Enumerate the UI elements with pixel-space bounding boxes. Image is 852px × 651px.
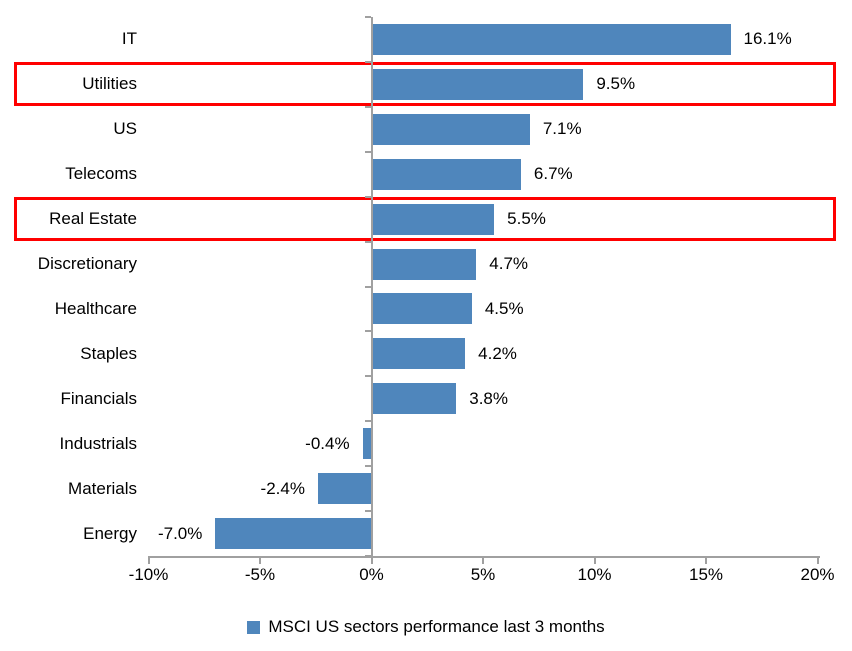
y-axis-tick — [364, 375, 371, 378]
bar-discretionary — [371, 248, 477, 280]
category-label-real-estate: Real Estate — [49, 209, 137, 229]
x-axis-tick — [259, 556, 261, 564]
x-axis-tick — [147, 556, 150, 564]
bar-materials — [317, 473, 372, 505]
y-axis-tick — [364, 195, 371, 198]
y-axis-tick — [364, 555, 371, 557]
category-label-telecoms: Telecoms — [65, 164, 137, 184]
x-axis-tick — [593, 556, 596, 564]
x-tick-label-15: 15% — [688, 565, 724, 584]
category-label-materials: Materials — [68, 478, 137, 498]
category-label-discretionary: Discretionary — [37, 254, 137, 274]
category-label-utilities: Utilities — [82, 74, 137, 94]
highlight-box-utilities — [14, 61, 836, 106]
bar-healthcare — [371, 293, 472, 325]
y-axis-tick — [364, 240, 371, 243]
x-tick-label-20: 20% — [800, 565, 835, 584]
data-label-healthcare: 4.5% — [484, 298, 524, 318]
category-label-it: IT — [121, 29, 137, 49]
y-axis-tick — [364, 16, 371, 18]
category-label-us: US — [113, 119, 137, 139]
data-label-it: 16.1% — [743, 29, 792, 49]
x-tick-label-10: 10% — [577, 565, 612, 584]
data-label-discretionary: 4.7% — [489, 254, 529, 274]
y-axis-tick — [364, 60, 371, 63]
x-axis-tick — [482, 556, 484, 564]
category-label-healthcare: Healthcare — [54, 298, 137, 318]
data-label-financials: 3.8% — [469, 388, 508, 408]
bar-industrials — [362, 428, 372, 460]
category-label-staples: Staples — [80, 343, 137, 363]
category-label-financials: Financials — [60, 388, 137, 408]
bar-telecoms — [371, 158, 521, 190]
y-axis-tick — [364, 510, 371, 513]
bar-energy — [215, 518, 372, 550]
y-axis-tick — [364, 330, 371, 333]
bar-utilities — [371, 68, 584, 100]
data-label-industrials: -0.4% — [305, 433, 350, 453]
x-axis-tick — [816, 556, 819, 564]
y-axis-tick — [364, 420, 371, 423]
y-axis-tick — [364, 150, 371, 153]
bar-it — [371, 23, 731, 55]
legend-swatch-icon — [247, 620, 261, 634]
data-label-us: 7.1% — [542, 119, 582, 139]
bar-us — [371, 113, 530, 145]
category-label-industrials: Industrials — [59, 433, 137, 453]
y-axis-tick — [364, 285, 371, 288]
data-label-materials: -2.4% — [260, 478, 305, 498]
category-label-energy: Energy — [83, 523, 137, 543]
x-tick-label--10: -10% — [128, 565, 169, 584]
legend-label: MSCI US sectors performance last 3 month… — [268, 617, 605, 636]
bar-real-estate — [371, 203, 495, 235]
data-label-staples: 4.2% — [478, 343, 517, 363]
data-label-telecoms: 6.7% — [533, 164, 573, 184]
bar-staples — [371, 338, 466, 370]
highlight-box-real-estate — [14, 196, 836, 241]
data-label-utilities: 9.5% — [596, 74, 636, 94]
x-tick-label--5: -5% — [244, 565, 276, 584]
data-label-energy: -7.0% — [157, 523, 203, 543]
y-axis-tick — [364, 465, 371, 468]
legend: MSCI US sectors performance last 3 month… — [0, 613, 852, 641]
x-axis-tick — [370, 556, 373, 564]
zero-axis-line — [370, 17, 373, 556]
bar-financials — [371, 383, 457, 415]
data-label-real-estate: 5.5% — [507, 209, 546, 229]
y-axis-tick — [364, 105, 371, 108]
x-tick-label-5: 5% — [470, 565, 496, 584]
x-tick-label-0: 0% — [359, 565, 384, 584]
x-axis-tick — [705, 556, 707, 564]
